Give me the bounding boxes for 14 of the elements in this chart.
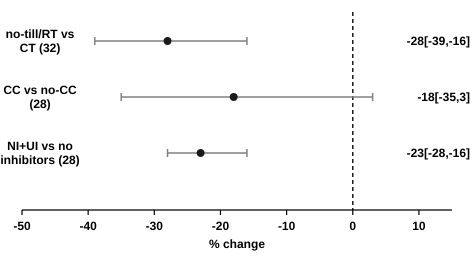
y-tick-label: CC vs no-CC (28)	[3, 83, 77, 111]
x-tick-label: -40	[79, 219, 98, 233]
y-tick-label: no-till/RT vs CT (32)	[6, 27, 75, 55]
x-axis-title: % change	[208, 237, 266, 251]
x-tick-label: -10	[278, 219, 296, 233]
x-tick-label: -20	[212, 219, 230, 233]
x-tick-label: 0	[349, 219, 356, 233]
x-tick-label: -50	[13, 219, 31, 233]
annotation: -28[-39,-16]	[406, 34, 470, 48]
annotation: -18[-35,3]	[417, 90, 470, 104]
x-tick-label: -30	[146, 219, 164, 233]
x-tick-label: 10	[412, 219, 426, 233]
annotation: -23[-28,-16]	[406, 146, 470, 160]
y-tick-label: NI+UI vs no inhibitors (28)	[0, 139, 80, 167]
